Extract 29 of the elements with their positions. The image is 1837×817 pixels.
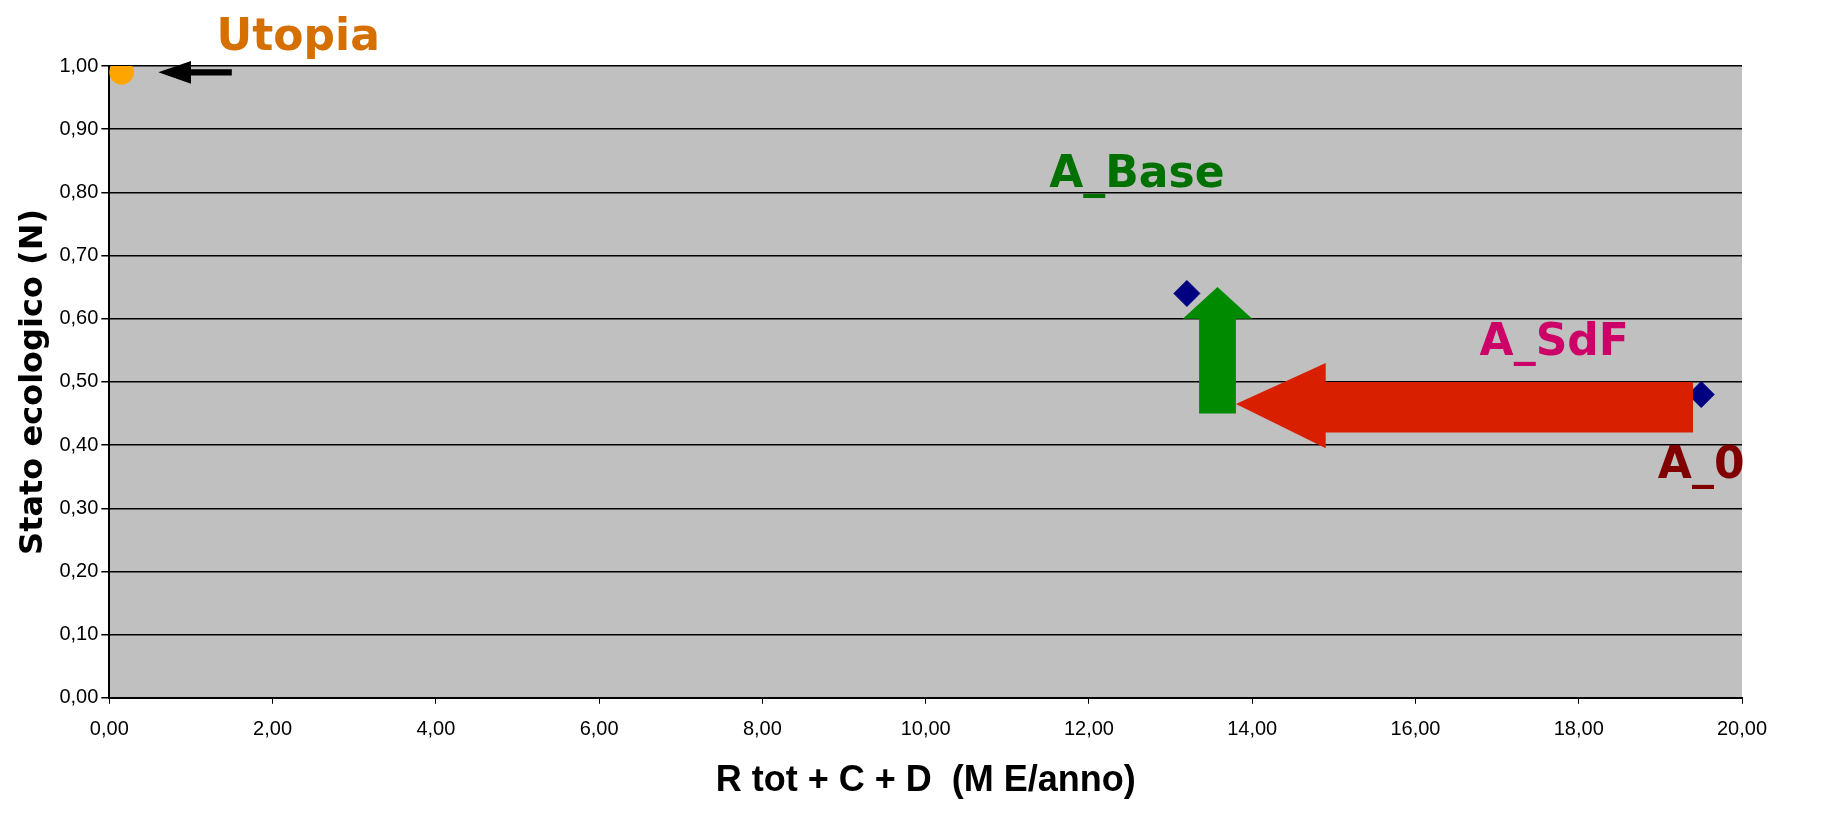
y-tick-label: 0,30 xyxy=(59,495,99,518)
y-axis-title: Stato ecologico (N) xyxy=(11,208,50,555)
annotation: A_0 xyxy=(1657,436,1745,489)
annotation: A_Base xyxy=(1049,145,1225,198)
x-tick-label: 2,00 xyxy=(253,717,293,740)
x-tick-label: 16,00 xyxy=(1390,717,1441,740)
x-axis-title: R tot + C + D (M E/anno) xyxy=(715,758,1136,800)
x-tick-label: 12,00 xyxy=(1063,717,1114,740)
x-tick-label: 4,00 xyxy=(416,717,456,740)
y-tick-label: 0,00 xyxy=(59,685,99,708)
y-tick-label: 0,10 xyxy=(59,622,99,645)
annotation: A_SdF xyxy=(1479,314,1629,367)
annotation: Utopia xyxy=(216,8,380,60)
y-tick-label: 0,20 xyxy=(59,558,99,581)
y-tick-label: 0,50 xyxy=(59,369,99,392)
y-tick-label: 0,70 xyxy=(59,243,99,266)
x-tick-label: 0,00 xyxy=(89,717,129,740)
x-tick-label: 8,00 xyxy=(742,717,782,740)
y-tick-label: 0,80 xyxy=(59,179,99,202)
x-tick-label: 6,00 xyxy=(579,717,619,740)
x-tick-label: 10,00 xyxy=(900,717,951,740)
x-tick-label: 18,00 xyxy=(1553,717,1604,740)
x-tick-label: 14,00 xyxy=(1227,717,1278,740)
y-tick-label: 0,90 xyxy=(59,116,99,139)
y-tick-label: 0,40 xyxy=(59,432,99,455)
y-tick-label: 1,00 xyxy=(59,53,99,76)
x-tick-label: 20,00 xyxy=(1716,717,1768,740)
point xyxy=(1173,279,1201,307)
y-tick-label: 0,60 xyxy=(59,306,99,329)
